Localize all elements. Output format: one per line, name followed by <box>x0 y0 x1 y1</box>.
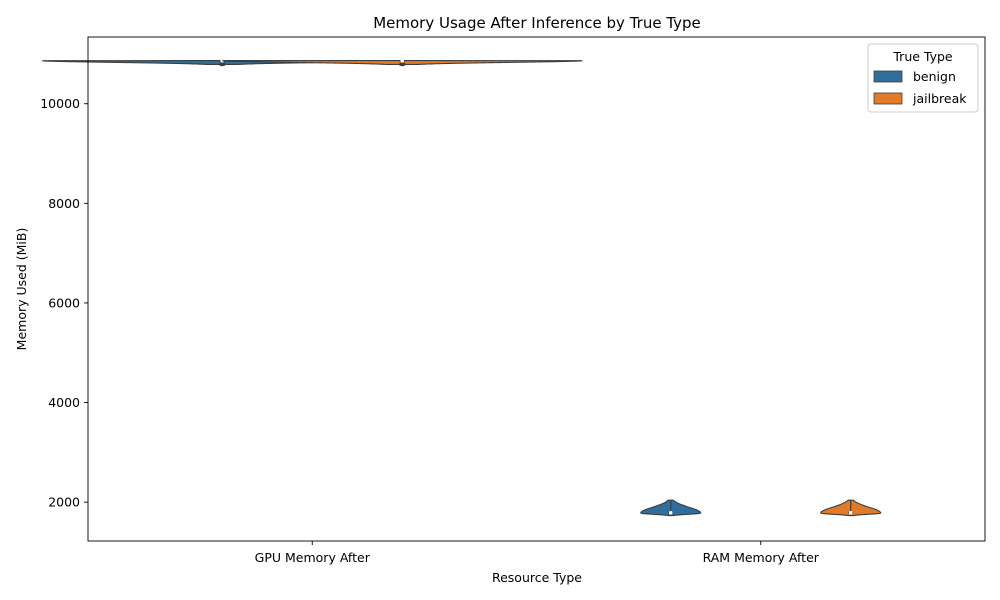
y-tick-label: 8000 <box>48 196 80 211</box>
chart-title: Memory Usage After Inference by True Typ… <box>373 14 701 32</box>
y-tick-label: 4000 <box>48 395 80 410</box>
y-tick-label: 10000 <box>40 96 80 111</box>
legend-title: True Type <box>892 49 953 64</box>
violin-median <box>668 511 673 515</box>
violin-layer <box>42 59 882 517</box>
y-axis: 2000 4000 6000 8000 10000 <box>40 96 88 510</box>
x-tick-label: GPU Memory After <box>255 550 371 565</box>
y-axis-label: Memory Used (MiB) <box>14 228 29 351</box>
legend-label-benign: benign <box>913 69 956 84</box>
legend-swatch-benign <box>873 70 903 83</box>
x-axis-label: Resource Type <box>492 570 582 585</box>
y-tick-label: 6000 <box>48 295 80 310</box>
legend: True Type benign jailbreak <box>867 43 979 113</box>
y-tick-label: 2000 <box>48 495 80 510</box>
x-axis: GPU Memory After RAM Memory After <box>255 541 820 565</box>
plot-area-frame <box>87 36 986 542</box>
legend-swatch-jailbreak <box>873 92 903 105</box>
violin-median <box>400 59 405 63</box>
violin-low-tail <box>398 62 406 67</box>
violin-low-tail <box>218 62 226 67</box>
x-tick-label: RAM Memory After <box>703 550 820 565</box>
legend-label-jailbreak: jailbreak <box>912 91 967 106</box>
violin-median <box>848 511 853 515</box>
